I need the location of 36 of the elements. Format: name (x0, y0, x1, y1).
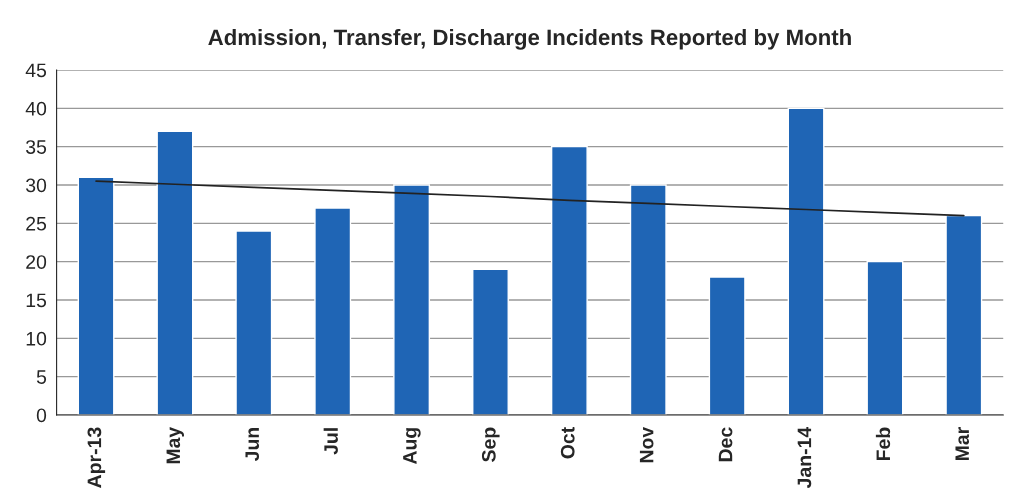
bar (708, 276, 746, 415)
y-tick-label: 10 (26, 331, 47, 346)
y-tick-label: 20 (26, 255, 47, 269)
x-tick-label: Mar (955, 427, 970, 461)
y-tick-label: 40 (25, 101, 47, 116)
chart-title: Admission, Transfer, Discharge Incidents Reported by Month (208, 28, 851, 50)
x-tick-label: Jan-14 (797, 426, 812, 489)
x-tick-label: May (166, 426, 184, 464)
bar (472, 268, 509, 415)
bar (235, 230, 273, 415)
bar (866, 260, 904, 415)
x-tick-label: Feb (875, 427, 891, 461)
x-tick-label: Jun (245, 428, 260, 462)
y-tick-label: 25 (26, 216, 47, 231)
x-tick-label: Jul (323, 428, 338, 455)
line-series (95, 180, 965, 217)
x-tick-label: Oct (560, 427, 575, 459)
y-tick-label: 15 (26, 293, 47, 308)
y-tick-label: 30 (25, 178, 47, 193)
y-tick-label: 0 (36, 408, 47, 423)
bar (629, 184, 667, 415)
y-tick-label: 45 (25, 63, 47, 78)
x-tick-label: Dec (718, 427, 733, 462)
x-tick-label: Aug (403, 428, 421, 465)
x-tick-label: Nov (639, 426, 654, 463)
y-tick-label: 35 (25, 140, 47, 154)
bar (393, 184, 431, 415)
x-tick-label: Sep (481, 427, 500, 462)
bar (787, 107, 825, 415)
bar (550, 145, 588, 415)
x-tick-label: Apr-13 (87, 427, 106, 488)
bar (77, 176, 115, 415)
bar (314, 207, 352, 415)
bar (945, 214, 983, 415)
y-tick-label: 5 (36, 370, 47, 384)
bar (156, 130, 194, 415)
